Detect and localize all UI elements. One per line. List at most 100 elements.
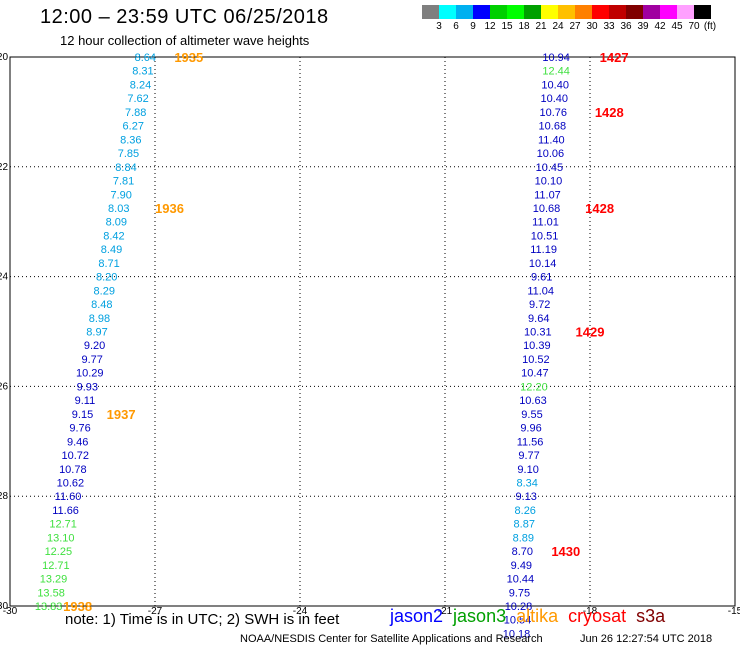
- y-tick-label: -28: [0, 491, 8, 502]
- x-tick-label: -30: [3, 606, 18, 617]
- wave-height-value: 11.04: [527, 285, 554, 297]
- wave-height-value: 8.87: [514, 519, 535, 531]
- wave-height-value: 8.71: [98, 258, 119, 270]
- wave-height-value: 9.93: [77, 381, 98, 393]
- wave-height-value: 9.76: [69, 423, 90, 435]
- wave-height-value: 11.66: [52, 505, 79, 517]
- color-swatch: [592, 5, 609, 19]
- pass-time-label: 1938: [63, 599, 92, 614]
- wave-height-value: 11.01: [532, 217, 559, 229]
- wave-height-value: 8.29: [94, 285, 115, 297]
- pass-time-label: 1936: [155, 201, 184, 216]
- wave-height-value: 10.72: [61, 450, 89, 462]
- legend-item-cryosat: cryosat: [568, 606, 627, 626]
- wave-height-value: 9.96: [520, 423, 541, 435]
- wave-height-value: 10.76: [540, 107, 568, 119]
- y-tick-label: -30: [0, 601, 8, 612]
- pass-time-label: 1428: [585, 201, 614, 216]
- wave-height-value: 13.83: [35, 601, 63, 613]
- wave-height-value: 10.78: [59, 464, 87, 476]
- color-swatch: [660, 5, 677, 19]
- wave-height-value: 10.29: [76, 368, 104, 380]
- wave-height-value: 8.98: [89, 313, 110, 325]
- wave-height-value: 8.09: [106, 217, 127, 229]
- wave-height-value: 10.52: [522, 354, 550, 366]
- color-scale-tick: 18: [518, 21, 530, 32]
- wave-height-value: 10.94: [542, 52, 570, 64]
- wave-height-value: 10.28: [505, 601, 533, 613]
- color-scale-tick: 30: [586, 21, 598, 32]
- color-swatch: [490, 5, 507, 19]
- wave-height-value: 8.89: [513, 532, 534, 544]
- wave-height-value: 9.15: [72, 409, 93, 421]
- wave-height-value: 8.36: [120, 134, 141, 146]
- color-scale-tick: 27: [569, 21, 581, 32]
- wave-height-value: 8.31: [132, 66, 153, 78]
- legend-item-altika: altika: [516, 606, 559, 626]
- color-scale-tick: 45: [671, 21, 683, 32]
- color-scale-tick: 70: [688, 21, 700, 32]
- wave-height-value: 8.70: [512, 546, 533, 558]
- wave-height-value: 12.25: [45, 546, 73, 558]
- wave-height-value: 10.39: [523, 340, 551, 352]
- wave-height-value: 10.45: [536, 162, 564, 174]
- wave-height-value: 7.81: [113, 176, 134, 188]
- wave-height-value: 10.51: [531, 230, 559, 242]
- wave-height-value: 9.77: [518, 450, 539, 462]
- wave-height-value: 12.44: [542, 66, 570, 78]
- wave-height-value: 8.84: [115, 162, 136, 174]
- wave-height-value: 10.68: [539, 121, 567, 133]
- wave-height-value: 10.47: [521, 368, 549, 380]
- color-swatch: [558, 5, 575, 19]
- wave-height-value: 10.18: [503, 628, 531, 640]
- wave-height-value: 10.68: [533, 203, 561, 215]
- generated-timestamp: Jun 26 12:27:54 UTC 2018: [580, 633, 713, 645]
- color-swatch: [643, 5, 660, 19]
- wave-height-value: 9.75: [509, 587, 530, 599]
- wave-height-value: 7.85: [118, 148, 139, 160]
- y-tick-label: -20: [0, 52, 8, 63]
- color-scale-tick: 21: [535, 21, 547, 32]
- color-scale-unit: (ft): [703, 21, 717, 32]
- legend-item-jason3: jason3: [453, 606, 507, 626]
- wave-height-value: 10.10: [535, 176, 563, 188]
- wave-height-value: 9.49: [511, 560, 532, 572]
- wave-height-value: 9.61: [531, 272, 552, 284]
- pass-time-label: 1430: [551, 544, 580, 559]
- wave-height-value: 10.40: [540, 93, 568, 105]
- x-tick-label: -24: [293, 606, 308, 617]
- color-scale-tick: 12: [484, 21, 496, 32]
- chart-note: note: 1) Time is in UTC; 2) SWH is in fe…: [65, 611, 340, 628]
- color-swatch: [694, 5, 711, 19]
- color-scale-tick: 33: [603, 21, 615, 32]
- wave-height-value: 11.19: [530, 244, 557, 256]
- x-tick-label: -15: [728, 606, 740, 617]
- wave-height-value: 7.88: [125, 107, 146, 119]
- color-scale-tick: 42: [654, 21, 666, 32]
- color-scale-tick: 36: [620, 21, 632, 32]
- wave-height-value: 11.07: [534, 189, 561, 201]
- plot-frame: [9, 56, 736, 607]
- wave-height-value: 8.42: [103, 230, 124, 242]
- wave-height-value: 8.48: [91, 299, 112, 311]
- wave-height-value: 8.26: [515, 505, 536, 517]
- y-tick-label: -26: [0, 381, 8, 392]
- wave-height-value: 10.40: [541, 79, 569, 91]
- wave-height-value: 10.14: [529, 258, 557, 270]
- wave-height-value: 9.64: [528, 313, 549, 325]
- pass-time-label: 1428: [595, 105, 624, 120]
- wave-height-value: 9.10: [517, 464, 538, 476]
- wave-height-value: 8.34: [516, 477, 537, 489]
- color-swatch: [524, 5, 541, 19]
- y-tick-label: -24: [0, 272, 8, 283]
- color-scale-tick: 6: [453, 21, 459, 32]
- wave-height-value: 12.71: [42, 560, 70, 572]
- wave-height-value: 10.63: [519, 395, 547, 407]
- wave-height-value: 13.29: [40, 574, 68, 586]
- page-title: 12:00 – 23:59 UTC 06/25/2018: [40, 6, 329, 28]
- color-swatch: [677, 5, 694, 19]
- wave-height-value: 12.20: [520, 381, 548, 393]
- wave-height-value: 8.24: [130, 79, 151, 91]
